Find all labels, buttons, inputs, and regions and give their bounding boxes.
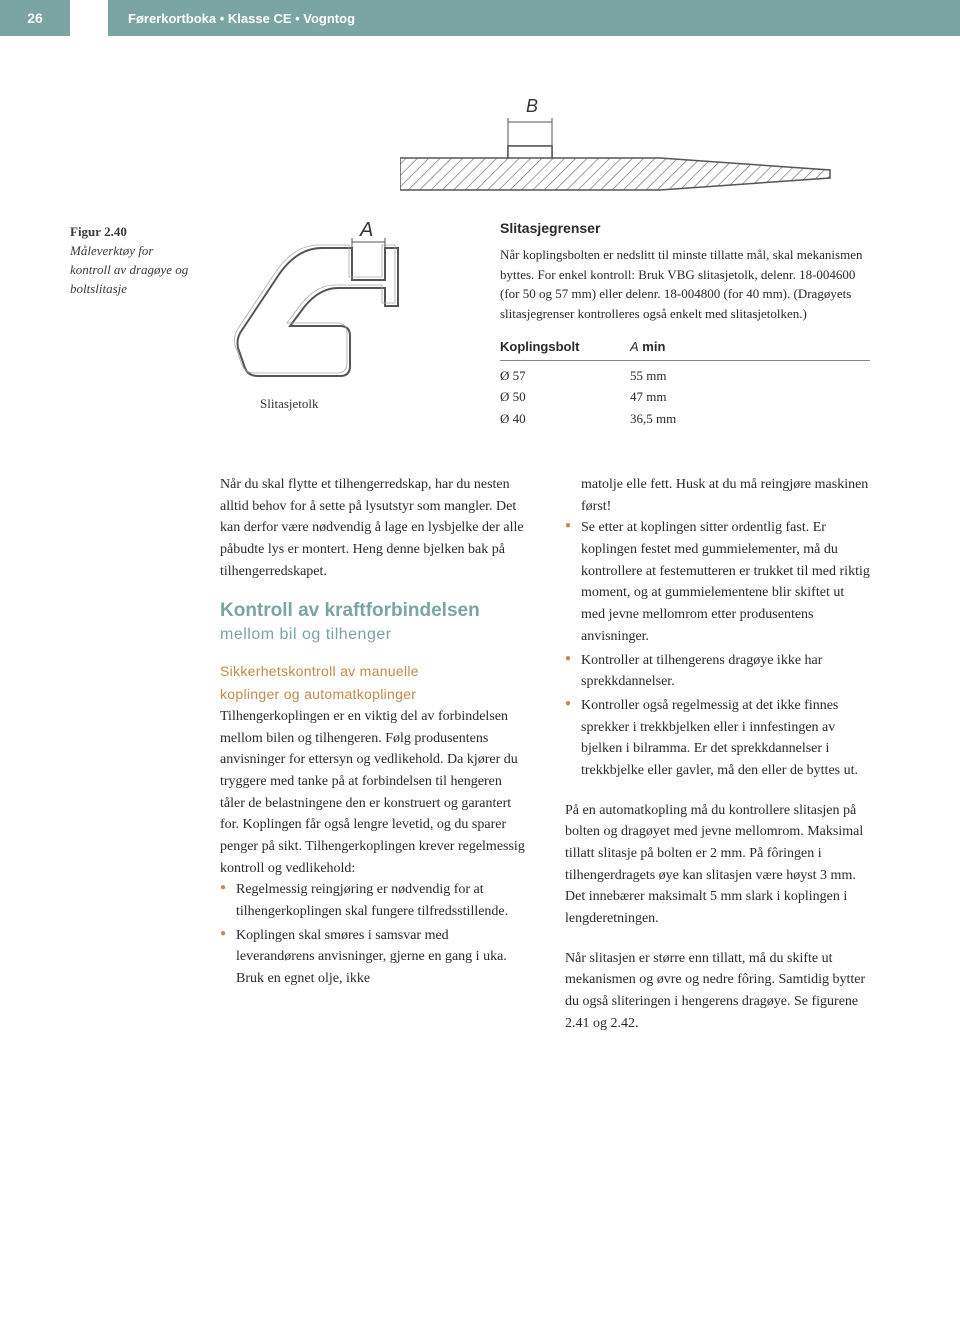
figure-b-wrapper: B bbox=[70, 96, 870, 206]
right-column: matolje elle fett. Husk at du må reingjø… bbox=[565, 474, 870, 1035]
header-title: Førerkortboka • Klasse CE • Vogntog bbox=[108, 0, 960, 36]
left-bullets: Regelmessig reingjøring er nødvendig for… bbox=[220, 879, 525, 989]
header-gap bbox=[70, 0, 108, 36]
table-row: Ø 50 47 mm bbox=[500, 386, 870, 408]
list-item: Se etter at koplingen sitter ordentlig f… bbox=[565, 517, 870, 647]
section-heading-line2: mellom bil og tilhenger bbox=[220, 623, 525, 648]
left-column: Når du skal flytte et tilhengerredskap, … bbox=[220, 474, 525, 1035]
table-row: Ø 40 36,5 mm bbox=[500, 408, 870, 430]
slitasje-table: Koplingsbolt A min Ø 57 55 mm Ø 50 47 mm… bbox=[500, 337, 870, 429]
list-item: Kontroller at tilhengerens dragøye ikke … bbox=[565, 650, 870, 693]
figure-a-svg: A Slitasjetolk bbox=[220, 218, 470, 418]
page-number: 26 bbox=[0, 0, 70, 36]
right-bullets: Se etter at koplingen sitter ordentlig f… bbox=[565, 517, 870, 781]
page-header: 26 Førerkortboka • Klasse CE • Vogntog bbox=[0, 0, 960, 36]
list-item: Koplingen skal smøres i samsvar med leve… bbox=[220, 925, 525, 990]
label-A: A bbox=[359, 219, 373, 241]
th-col1: Koplingsbolt bbox=[500, 337, 630, 357]
left-para1: Når du skal flytte et tilhengerredskap, … bbox=[220, 474, 525, 582]
subheading-line2: koplinger og automatkoplinger bbox=[220, 685, 525, 704]
right-continuation: matolje elle fett. Husk at du må reingjø… bbox=[565, 474, 870, 517]
figure-row: Figur 2.40 Måleverktøy for kontroll av d… bbox=[70, 218, 870, 429]
right-para4: Når slitasjen er større enn tillatt, må … bbox=[565, 948, 870, 1035]
th-col2: min bbox=[642, 339, 665, 354]
figure-caption: Figur 2.40 Måleverktøy for kontroll av d… bbox=[70, 218, 190, 429]
slitasje-body: Når koplingsbolten er nedslitt til minst… bbox=[500, 245, 870, 323]
figure-number: Figur 2.40 bbox=[70, 224, 127, 239]
body-columns: Når du skal flytte et tilhengerredskap, … bbox=[220, 474, 870, 1035]
figure-b-svg: B bbox=[400, 96, 870, 206]
slitasje-heading: Slitasjegrenser bbox=[500, 218, 870, 239]
table-row: Ø 57 55 mm bbox=[500, 365, 870, 387]
tool-label: Slitasjetolk bbox=[260, 396, 319, 411]
list-item: Regelmessig reingjøring er nødvendig for… bbox=[220, 879, 525, 922]
subheading-line1: Sikkerhetskontroll av manuelle bbox=[220, 662, 525, 681]
list-item: Kontroller også regelmessig at det ikke … bbox=[565, 695, 870, 782]
label-B: B bbox=[526, 96, 538, 116]
slitasje-box: Slitasjegrenser Når koplingsbolten er ne… bbox=[500, 218, 870, 429]
left-para2: Tilhengerkoplingen er en viktig del av f… bbox=[220, 706, 525, 880]
figure-a-svg-wrapper: A Slitasjetolk bbox=[220, 218, 470, 429]
right-para3: På en automatkopling må du kontrollere s… bbox=[565, 800, 870, 930]
section-heading-line1: Kontroll av kraftforbindelsen bbox=[220, 600, 525, 623]
figure-caption-text: Måleverktøy for kontroll av dragøye og b… bbox=[70, 243, 188, 296]
